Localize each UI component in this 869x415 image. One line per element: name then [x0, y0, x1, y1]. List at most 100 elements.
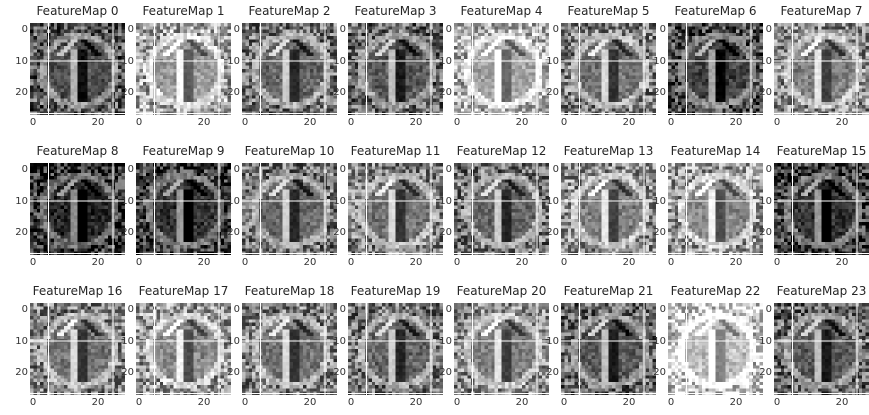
y-tick-label: 10	[653, 336, 666, 347]
x-tick-label: 20	[515, 257, 529, 268]
panel-title: FeatureMap 17	[138, 284, 229, 298]
feature-map-image	[136, 303, 231, 395]
y-tick-label: 10	[439, 56, 452, 67]
feature-map-panel: FeatureMap 12 0 10 20 0 20	[436, 144, 549, 274]
feature-map-image	[561, 163, 656, 255]
feature-map-image	[454, 163, 549, 255]
x-tick-label: 0	[773, 257, 781, 268]
y-tick-label: 10	[439, 196, 452, 207]
x-tick-label: 0	[560, 397, 568, 408]
feature-map-panel: FeatureMap 5 0 10 20 0 20	[543, 4, 656, 134]
x-tick-label: 0	[773, 117, 781, 128]
y-tick-label: 20	[653, 227, 666, 238]
y-tick-label: 20	[333, 367, 346, 378]
x-tick-label: 0	[667, 397, 675, 408]
x-tick-label: 20	[622, 257, 636, 268]
panel-title: FeatureMap 5	[567, 4, 650, 18]
y-tick-label: 0	[233, 24, 240, 35]
x-tick-label: 0	[347, 117, 355, 128]
panel-title: FeatureMap 22	[670, 284, 761, 298]
x-tick-label: 20	[835, 117, 849, 128]
y-tick-label: 10	[653, 56, 666, 67]
x-tick-label: 0	[241, 117, 249, 128]
panel-title: FeatureMap 23	[776, 284, 867, 298]
feature-map-panel: FeatureMap 21 0 10 20 0 20	[543, 284, 656, 414]
feature-map-image	[561, 23, 656, 115]
feature-map-image	[348, 303, 443, 395]
y-tick-label: 0	[127, 24, 134, 35]
feature-map-panel: FeatureMap 15 0 10 20 0 20	[756, 144, 869, 274]
y-tick-label: 10	[15, 196, 28, 207]
panel-title: FeatureMap 3	[354, 4, 437, 18]
y-tick-label: 10	[15, 336, 28, 347]
y-tick-label: 10	[759, 336, 772, 347]
y-tick-label: 20	[227, 227, 240, 238]
x-tick-label: 20	[91, 397, 105, 408]
feature-map-image	[348, 163, 443, 255]
x-tick-label: 0	[29, 257, 37, 268]
feature-map-panel: FeatureMap 16 0 10 20 0 20	[12, 284, 125, 414]
y-tick-label: 20	[653, 367, 666, 378]
y-tick-label: 0	[233, 164, 240, 175]
y-tick-label: 20	[227, 367, 240, 378]
y-tick-label: 10	[653, 196, 666, 207]
y-tick-label: 0	[659, 164, 666, 175]
x-tick-label: 0	[773, 397, 781, 408]
panel-title: FeatureMap 6	[674, 4, 757, 18]
panel-title: FeatureMap 1	[142, 4, 225, 18]
x-tick-label: 20	[303, 117, 317, 128]
y-tick-label: 20	[546, 227, 559, 238]
x-tick-label: 0	[135, 117, 143, 128]
feature-map-image	[774, 23, 869, 115]
y-tick-label: 10	[333, 56, 346, 67]
y-tick-label: 20	[333, 87, 346, 98]
feature-map-panel: FeatureMap 1 0 10 20 0 20	[118, 4, 231, 134]
y-tick-label: 10	[439, 336, 452, 347]
panel-title: FeatureMap 2	[248, 4, 331, 18]
feature-map-panel: FeatureMap 23 0 10 20 0 20	[756, 284, 869, 414]
feature-map-panel: FeatureMap 17 0 10 20 0 20	[118, 284, 231, 414]
x-tick-label: 20	[729, 257, 743, 268]
feature-map-image	[668, 163, 763, 255]
feature-map-image	[668, 303, 763, 395]
x-tick-label: 20	[197, 397, 211, 408]
panel-title: FeatureMap 7	[780, 4, 863, 18]
x-tick-label: 20	[409, 397, 423, 408]
feature-map-panel: FeatureMap 7 0 10 20 0 20	[756, 4, 869, 134]
y-tick-label: 0	[445, 164, 452, 175]
feature-map-image	[242, 303, 337, 395]
x-tick-label: 0	[667, 257, 675, 268]
panel-title: FeatureMap 14	[670, 144, 761, 158]
x-tick-label: 20	[409, 257, 423, 268]
panel-title: FeatureMap 0	[36, 4, 119, 18]
y-tick-label: 0	[339, 304, 346, 315]
y-tick-label: 20	[546, 87, 559, 98]
y-tick-label: 0	[765, 164, 772, 175]
panel-title: FeatureMap 21	[563, 284, 654, 298]
y-tick-label: 0	[765, 304, 772, 315]
feature-map-panel: FeatureMap 19 0 10 20 0 20	[330, 284, 443, 414]
y-tick-label: 0	[127, 304, 134, 315]
y-tick-label: 20	[546, 367, 559, 378]
x-tick-label: 20	[515, 397, 529, 408]
x-tick-label: 0	[241, 257, 249, 268]
y-tick-label: 20	[15, 87, 28, 98]
y-tick-label: 0	[552, 164, 559, 175]
x-tick-label: 20	[303, 397, 317, 408]
y-tick-label: 10	[759, 56, 772, 67]
y-tick-label: 10	[333, 196, 346, 207]
y-tick-label: 10	[227, 196, 240, 207]
feature-map-panel: FeatureMap 10 0 10 20 0 20	[224, 144, 337, 274]
feature-map-panel: FeatureMap 20 0 10 20 0 20	[436, 284, 549, 414]
feature-map-image	[30, 23, 125, 115]
feature-map-panel: FeatureMap 8 0 10 20 0 20	[12, 144, 125, 274]
y-tick-label: 0	[659, 304, 666, 315]
y-tick-label: 20	[759, 227, 772, 238]
x-tick-label: 0	[29, 397, 37, 408]
x-tick-label: 0	[347, 257, 355, 268]
y-tick-label: 0	[21, 164, 28, 175]
y-tick-label: 20	[227, 87, 240, 98]
x-tick-label: 0	[453, 117, 461, 128]
feature-map-image	[774, 163, 869, 255]
